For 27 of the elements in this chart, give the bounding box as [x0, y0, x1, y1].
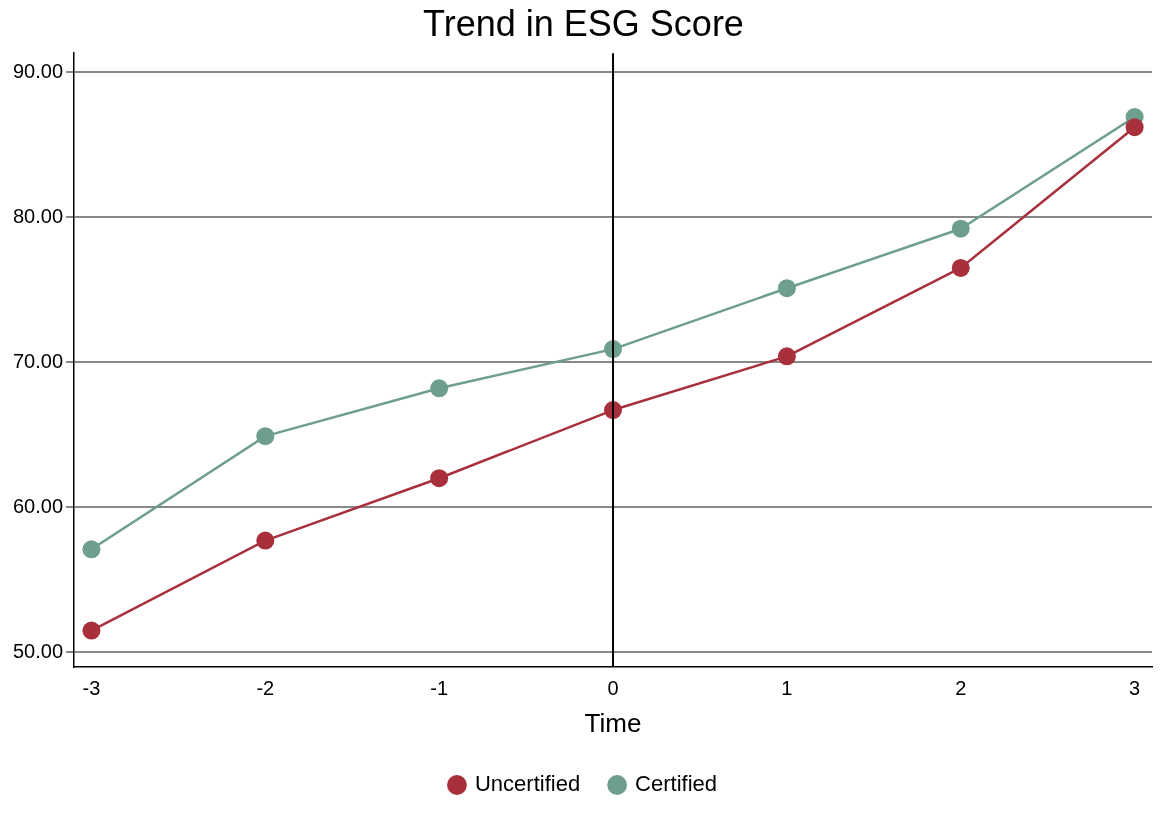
point [430, 469, 449, 488]
y-tick-label: 90.00 [12, 59, 64, 82]
point [777, 279, 796, 298]
legend-label: Uncertified [474, 771, 581, 797]
point [951, 219, 970, 238]
x-tick-label: -1 [430, 677, 449, 700]
point [82, 621, 101, 640]
x-tick-label: 1 [781, 677, 793, 700]
y-tick-label: 50.00 [12, 639, 64, 662]
point [430, 379, 449, 398]
chart-title: Trend in ESG Score [423, 2, 744, 44]
point [256, 531, 275, 550]
x-tick-label: -3 [82, 677, 101, 700]
x-tick-label: 2 [955, 677, 967, 700]
point [256, 427, 275, 446]
x-tick-label: 0 [607, 677, 619, 700]
x-tick-label: 3 [1129, 677, 1141, 700]
y-tick-label: 70.00 [12, 349, 64, 372]
y-tick-label: 60.00 [12, 494, 64, 517]
point [82, 540, 101, 559]
point [951, 258, 970, 277]
y-tick-label: 80.00 [12, 204, 64, 227]
x-tick-label: -2 [256, 677, 275, 700]
point [777, 347, 796, 366]
point [1125, 118, 1144, 137]
x-axis-title: Time [584, 707, 642, 738]
legend-label: Certified [635, 771, 718, 797]
